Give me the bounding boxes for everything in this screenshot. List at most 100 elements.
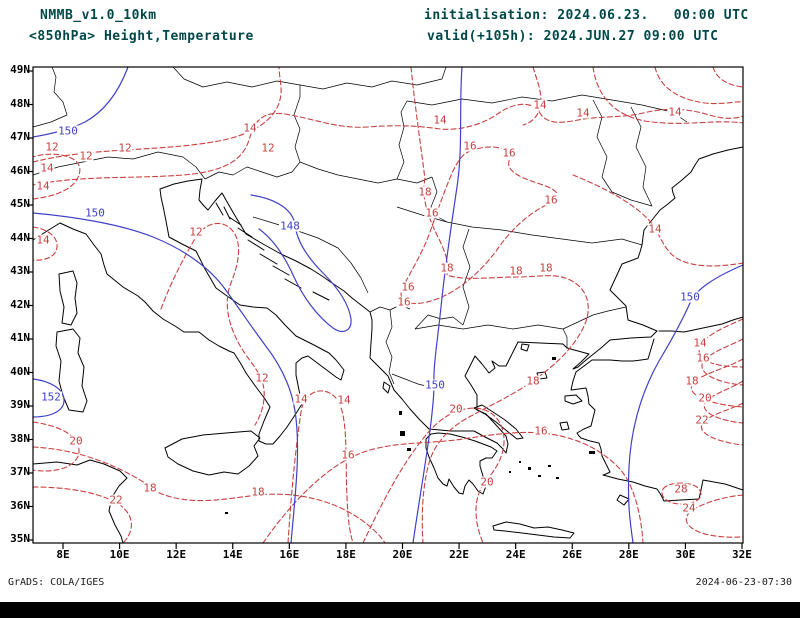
border-line [396, 206, 643, 246]
temp-contour-label: 18 [417, 185, 433, 199]
temp-contour [32, 103, 744, 186]
model-title: NMMB_v1.0_10km [40, 8, 157, 23]
border-line [414, 314, 464, 330]
temp-contour-label: 14 [336, 393, 352, 407]
lon-label: 32E [732, 548, 752, 561]
lon-label: 22E [449, 548, 470, 561]
temp-contour-label: 14 [647, 222, 663, 236]
temp-contour-label: 14 [35, 233, 51, 247]
temp-contour-label: 14 [532, 98, 548, 112]
temp-contour [362, 407, 505, 544]
temp-contour-label: 16 [400, 280, 416, 294]
temp-contour-label: 16 [462, 139, 478, 153]
lon-label: 20E [392, 548, 413, 561]
temp-contour-label: 18 [250, 485, 266, 499]
temp-contour-label: 18 [525, 374, 541, 388]
grads-credit: GrADS: COLA/IGES [8, 577, 105, 588]
valid-time: valid(+105h): 2024.JUN.27 09:00 UTC [427, 29, 719, 44]
island-sicily [164, 430, 261, 476]
temp-contour [712, 66, 744, 88]
coast-north-africa [32, 459, 128, 544]
temp-contour [32, 226, 58, 261]
temp-contour [32, 421, 80, 472]
lat-label: 37N [10, 465, 30, 478]
map-canvas [27, 66, 744, 549]
temp-contour [700, 402, 744, 446]
temp-contour-label: 16 [543, 193, 559, 207]
island-rhodes [616, 494, 630, 506]
island-corsica [58, 270, 78, 326]
temp-contour-label: 20 [68, 434, 84, 448]
temperature-contours [32, 66, 744, 544]
lon-label: 16E [279, 548, 300, 561]
lon-label: 26E [562, 548, 583, 561]
coastlines [32, 146, 744, 544]
island-evia [473, 404, 524, 440]
lon-label: 18E [335, 548, 356, 561]
init-time: initialisation: 2024.06.23. 00:00 UTC [424, 8, 749, 23]
lat-label: 38N [10, 431, 30, 445]
plot-timestamp: 2024-06-23-07:30 [695, 577, 792, 588]
temp-contour [522, 66, 542, 126]
temp-contour [160, 222, 265, 426]
height-contour [32, 66, 129, 138]
temp-contour-label: 12 [254, 371, 270, 385]
lon-label: 8E [56, 548, 70, 561]
height-contour-label: 152 [40, 390, 62, 404]
lon-label: 12E [166, 548, 187, 561]
temp-contour [32, 486, 132, 544]
lon-label: 10E [109, 548, 130, 561]
height-contours [32, 66, 744, 544]
temp-contour [32, 446, 386, 544]
temp-contour-label: 22 [108, 493, 124, 507]
temp-contour-label: 12 [260, 141, 276, 155]
temp-contour [572, 174, 744, 267]
temp-contour-label: 16 [424, 206, 440, 220]
temp-contour [661, 482, 702, 505]
small-islands [225, 357, 595, 514]
border-line [252, 216, 369, 294]
temp-contour-label: 14 [692, 336, 708, 350]
height-contour [412, 66, 463, 544]
temp-contour [262, 431, 644, 544]
bottom-bar [0, 602, 800, 618]
lat-label: 45N [10, 197, 30, 210]
border-line [592, 99, 653, 207]
lat-label: 40N [10, 364, 30, 378]
temp-contour-label: 16 [533, 424, 549, 438]
border-line [630, 106, 653, 207]
temp-contour [32, 66, 282, 163]
lat-label: 48N [10, 96, 30, 110]
temp-contour [400, 146, 559, 304]
lat-label: 44N [10, 230, 30, 244]
border-line [396, 100, 408, 180]
lon-label: 28E [618, 548, 639, 561]
map-frame [32, 66, 744, 544]
temp-contour [287, 390, 354, 544]
height-contour-label: 150 [679, 290, 701, 304]
border-line [204, 85, 301, 180]
temp-contour-label: 14 [242, 121, 258, 135]
temp-contour-label: 18 [508, 264, 524, 278]
temp-contour-label: 12 [188, 225, 204, 239]
border-line [414, 324, 568, 348]
border-line [32, 151, 206, 180]
coast-italy-balkans-greece [32, 178, 568, 454]
border-line [172, 66, 447, 90]
temp-contour-label: 18 [142, 481, 158, 495]
temp-contour-label: 16 [340, 448, 356, 462]
island-crete [492, 521, 575, 539]
temp-contour-label: 18 [684, 374, 700, 388]
axis-ticks [27, 70, 743, 549]
border-line [385, 309, 395, 385]
height-contour [32, 378, 65, 418]
border-line [562, 306, 627, 330]
border-line [299, 161, 433, 184]
lon-label: 24E [505, 548, 526, 561]
temp-contour-label: 14 [35, 179, 51, 193]
temp-contour [592, 66, 744, 124]
height-contour-label: 150 [84, 206, 106, 220]
lon-label: 14E [222, 548, 243, 561]
island-thasos [520, 343, 530, 352]
